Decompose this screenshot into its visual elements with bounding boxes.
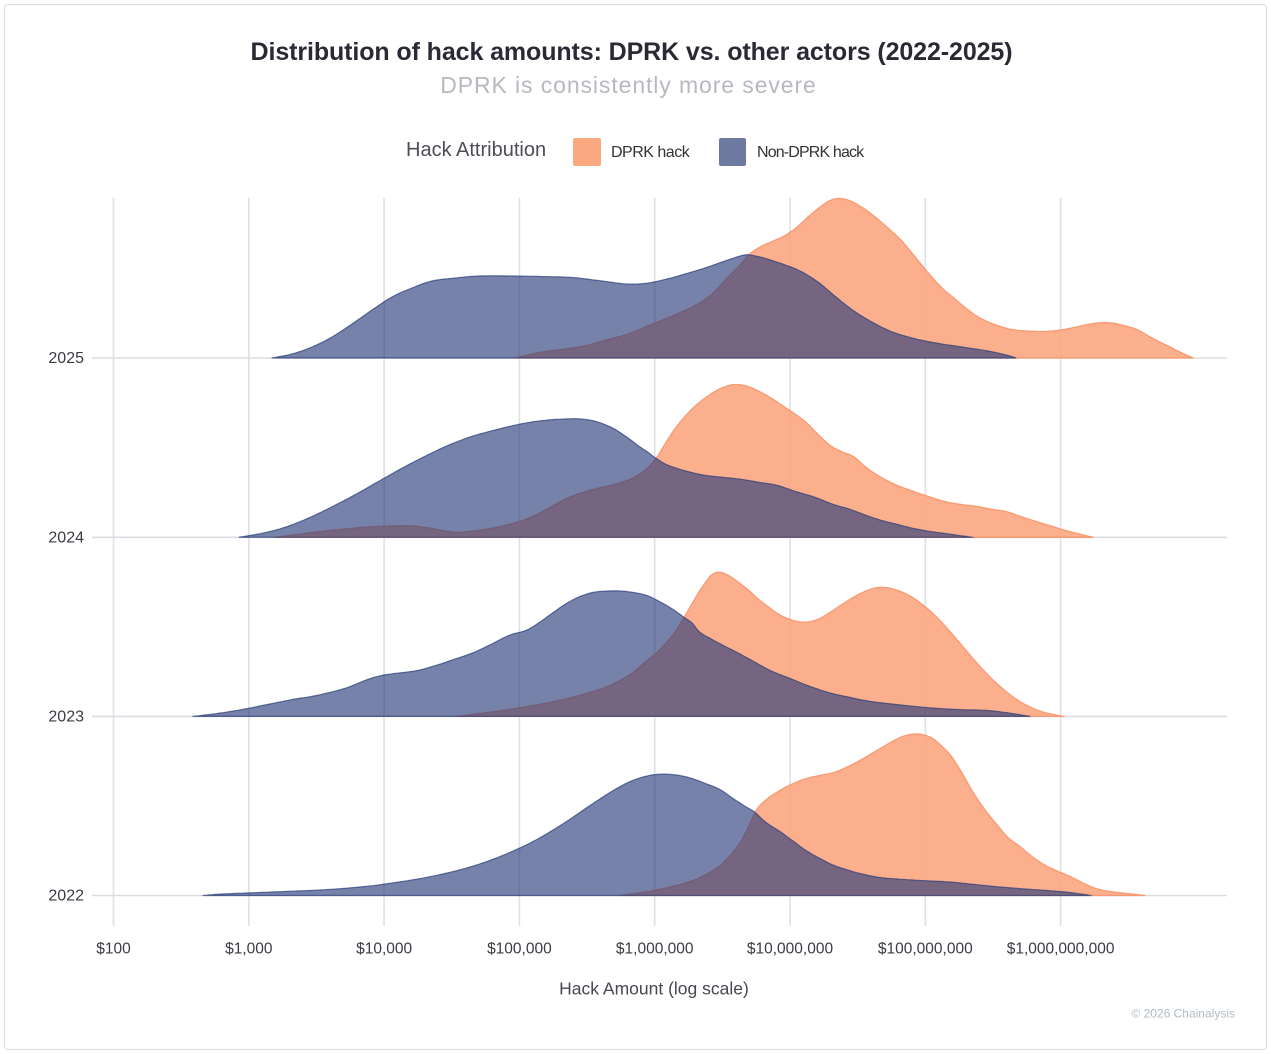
- svg-text:$10,000: $10,000: [356, 941, 412, 958]
- svg-text:2023: 2023: [48, 709, 84, 726]
- svg-text:2025: 2025: [48, 350, 84, 367]
- svg-text:$100: $100: [96, 941, 131, 958]
- svg-text:Hack Amount (log scale): Hack Amount (log scale): [559, 979, 749, 999]
- svg-text:$1,000,000,000: $1,000,000,000: [1007, 941, 1115, 958]
- svg-text:$10,000,000: $10,000,000: [747, 941, 834, 958]
- svg-text:2024: 2024: [48, 530, 84, 547]
- svg-text:2022: 2022: [48, 888, 84, 905]
- svg-text:$100,000: $100,000: [487, 941, 552, 958]
- svg-text:$1,000,000: $1,000,000: [616, 941, 694, 958]
- svg-text:© 2026 Chainalysis: © 2026 Chainalysis: [1131, 1007, 1235, 1021]
- svg-text:$100,000,000: $100,000,000: [878, 941, 973, 958]
- svg-text:$1,000: $1,000: [225, 941, 273, 958]
